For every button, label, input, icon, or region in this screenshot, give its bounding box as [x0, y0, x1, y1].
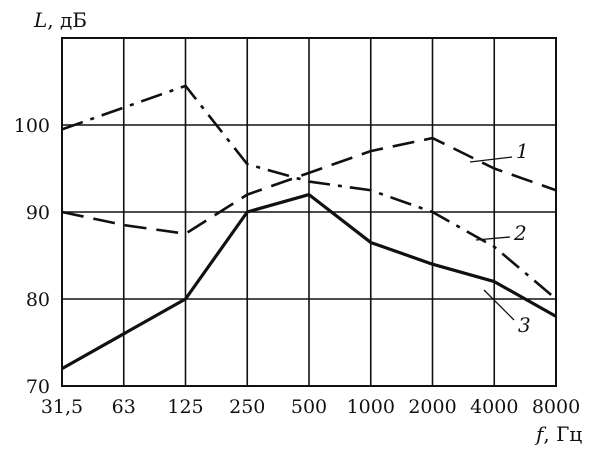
y-tick-labels: 70 80 90 100 [14, 115, 50, 398]
y-tick-label: 80 [26, 289, 50, 311]
x-axis-unit: , Гц [543, 422, 582, 446]
x-tick-label: 31,5 [41, 396, 83, 418]
x-tick-label: 2000 [408, 396, 456, 418]
y-axis-label: L, дБ [33, 8, 87, 32]
series-line-1 [61, 136, 557, 236]
leader-line-1 [469, 156, 513, 163]
leader-line-2 [475, 236, 511, 241]
x-tick-label: 125 [167, 396, 203, 418]
y-axis-symbol: L [33, 8, 47, 32]
leader-line-3 [483, 289, 515, 321]
series-line-3 [61, 193, 557, 370]
grid [62, 38, 556, 386]
y-tick-label: 90 [26, 202, 50, 224]
x-tick-label: 1000 [347, 396, 395, 418]
curve-label-3: 3 [518, 313, 531, 337]
x-tick-label: 63 [112, 396, 136, 418]
curve-label-1: 1 [516, 139, 529, 163]
y-tick-label: 70 [26, 376, 50, 398]
y-axis-unit: , дБ [47, 8, 87, 32]
series-line-2 [61, 84, 557, 300]
x-tick-label: 4000 [470, 396, 518, 418]
x-tick-label: 250 [229, 396, 265, 418]
x-tick-label: 500 [291, 396, 327, 418]
x-axis-label: f, Гц [534, 422, 582, 446]
curve-label-2: 2 [513, 221, 527, 245]
x-tick-label: 8000 [532, 396, 580, 418]
y-tick-label: 100 [14, 115, 50, 137]
series-group [61, 84, 557, 370]
x-tick-labels: 31,5 63 125 250 500 1000 2000 4000 8000 [41, 396, 580, 418]
